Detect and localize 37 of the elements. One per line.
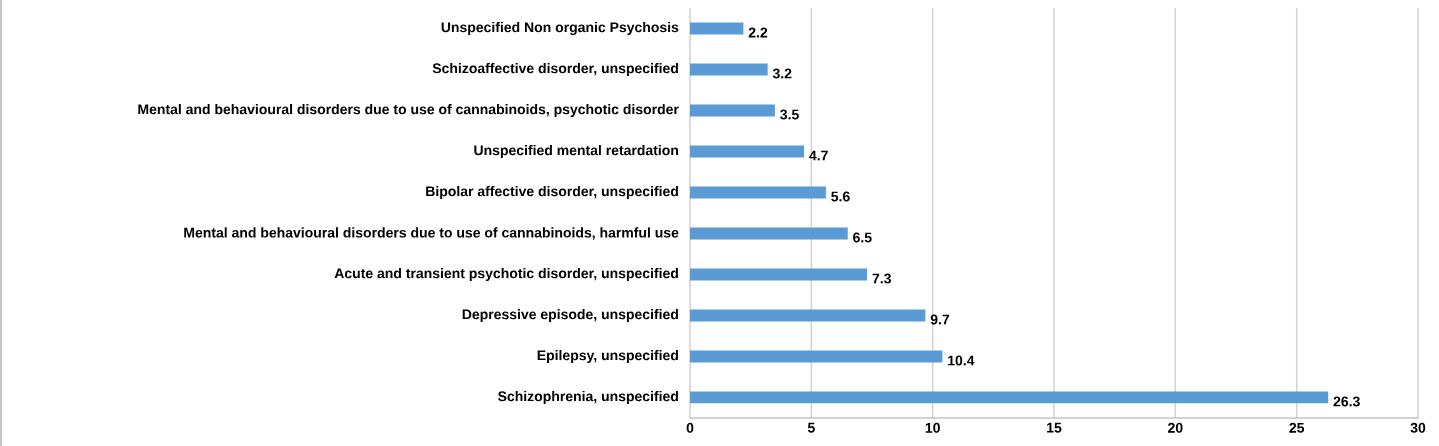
bar [690,22,744,35]
y-tick-label: Mental and behavioural disorders due to use of cannabinoids, harmful use [184,227,679,240]
data-label: 3.5 [780,109,799,120]
bar [690,391,1329,404]
bar [690,145,805,158]
y-tick-label: Unspecified Non organic Psychosis [441,21,679,36]
data-label: 3.2 [772,68,792,79]
bar [690,268,868,281]
x-tick-label: 10 [925,422,940,433]
data-label: 6.5 [853,232,872,243]
y-tick-label: Acute and transient psychotic disorder, unspecified [334,267,678,282]
x-tick-label: 5 [807,422,815,433]
y-tick-label: Unspecified mental retardation [474,144,678,159]
y-tick-label: Schizoaffective disorder, unspecified [432,62,678,77]
data-label: 10.4 [948,355,975,366]
bar [690,309,926,322]
data-label: 7.3 [872,273,891,284]
y-tick-label: Mental and behavioural disorders due to use of cannabinoids, psychotic disorder [138,103,679,118]
y-tick-label: Bipolar affective disorder, unspecified [426,185,678,200]
data-label: 9.7 [930,314,950,325]
bar [690,186,826,199]
data-label: 5.6 [831,191,850,202]
bar [690,63,768,76]
y-tick-label: Schizophrenia, unspecified [498,390,678,405]
bar [690,227,848,240]
data-label: 26.3 [1333,396,1360,407]
x-tick-label: 30 [1410,422,1426,433]
data-label: 2.2 [748,27,768,38]
x-tick-label: 25 [1289,422,1305,433]
x-tick-label: 20 [1168,422,1183,433]
bar [690,104,775,117]
x-tick-label: 15 [1047,422,1062,433]
data-label: 4.7 [809,150,828,161]
bar [690,350,943,363]
y-tick-label: Depressive episode, unspecified [462,308,678,323]
x-tick-label: 0 [686,422,694,433]
y-tick-label: Epilepsy, unspecified [537,349,678,364]
